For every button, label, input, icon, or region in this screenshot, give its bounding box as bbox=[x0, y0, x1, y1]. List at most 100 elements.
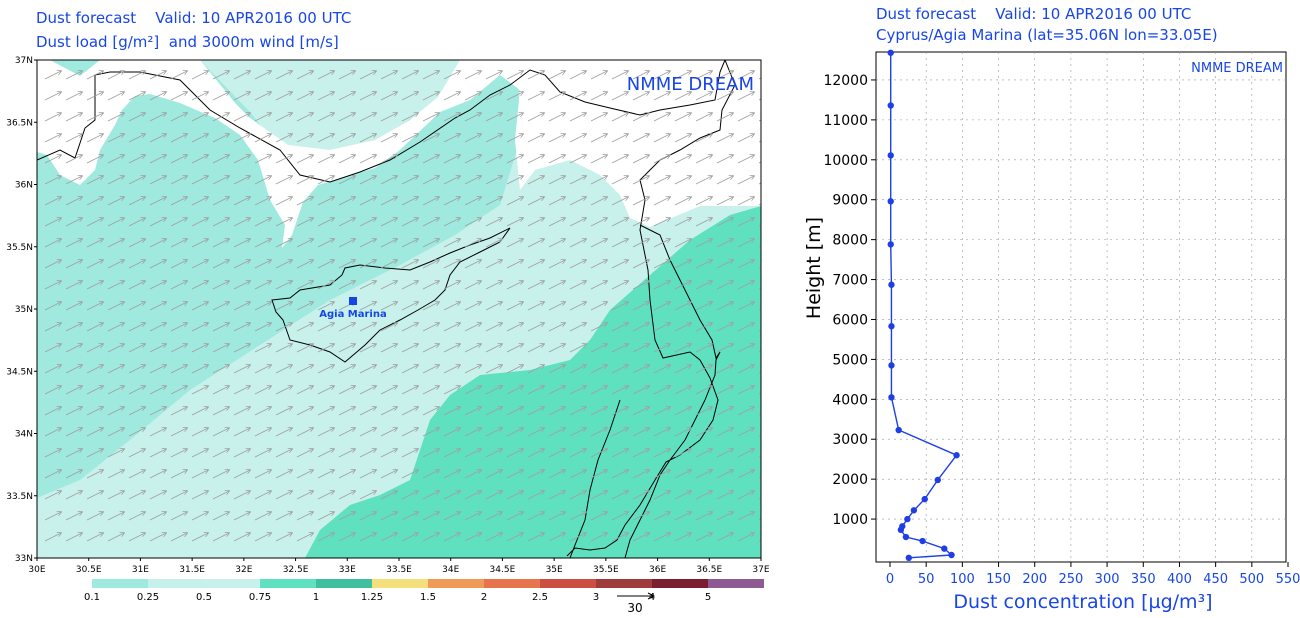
wind-arrow bbox=[611, 302, 628, 311]
wind-arrow bbox=[191, 92, 208, 101]
wind-arrow bbox=[422, 533, 439, 542]
wind-arrow bbox=[632, 71, 649, 80]
wind-arrow bbox=[212, 260, 229, 269]
wind-arrow bbox=[233, 428, 250, 437]
wind-arrow bbox=[737, 428, 754, 437]
wind-arrow bbox=[86, 218, 103, 227]
wind-arrow bbox=[695, 407, 712, 416]
wind-arrow bbox=[527, 449, 544, 458]
wind-arrow bbox=[149, 449, 166, 458]
wind-arrow bbox=[653, 176, 670, 185]
wind-arrow bbox=[695, 134, 712, 143]
wind-arrow bbox=[170, 218, 187, 227]
wind-arrow bbox=[317, 470, 334, 479]
wind-arrow bbox=[254, 281, 271, 290]
wind-arrow bbox=[590, 386, 607, 395]
wind-arrow bbox=[170, 134, 187, 143]
wind-arrow bbox=[191, 71, 208, 80]
wind-arrow bbox=[422, 155, 439, 164]
wind-arrow bbox=[611, 113, 628, 122]
wind-arrow bbox=[653, 470, 670, 479]
wind-arrow bbox=[590, 302, 607, 311]
wind-arrow bbox=[401, 281, 418, 290]
wind-arrow bbox=[317, 344, 334, 353]
wind-arrow bbox=[401, 428, 418, 437]
wind-arrow bbox=[107, 218, 124, 227]
wind-arrow bbox=[443, 176, 460, 185]
wind-arrow bbox=[128, 71, 145, 80]
wind-arrow bbox=[401, 218, 418, 227]
dust-profile-chart: 0 50 100 150 200 250 300 350 400 450 500 550 1000 20… bbox=[803, 49, 1300, 613]
wind-arrow bbox=[296, 218, 313, 227]
wind-arrow bbox=[107, 533, 124, 542]
wind-arrow bbox=[464, 134, 481, 143]
wind-arrow bbox=[317, 491, 334, 500]
wind-arrow bbox=[632, 92, 649, 101]
wind-arrow bbox=[317, 113, 334, 122]
wind-arrow bbox=[569, 302, 586, 311]
wind-arrow bbox=[149, 71, 166, 80]
colorbar-swatch bbox=[92, 579, 148, 588]
wind-arrow bbox=[44, 470, 61, 479]
wind-arrow bbox=[107, 344, 124, 353]
wind-arrow bbox=[674, 470, 691, 479]
wind-arrow bbox=[44, 155, 61, 164]
wind-arrow bbox=[548, 302, 565, 311]
wind-arrow bbox=[170, 197, 187, 206]
wind-arrow bbox=[422, 512, 439, 521]
wind-arrow bbox=[611, 365, 628, 374]
wind-arrow bbox=[212, 323, 229, 332]
wind-arrow bbox=[443, 449, 460, 458]
wind-arrow bbox=[149, 281, 166, 290]
wind-arrow bbox=[695, 323, 712, 332]
wind-arrow bbox=[632, 281, 649, 290]
wind-arrow bbox=[380, 449, 397, 458]
wind-arrow bbox=[212, 92, 229, 101]
profile-points bbox=[887, 49, 960, 562]
wind-arrow bbox=[506, 407, 523, 416]
wind-arrow bbox=[338, 134, 355, 143]
wind-arrow bbox=[632, 260, 649, 269]
wind-arrow bbox=[527, 218, 544, 227]
wind-arrow bbox=[338, 449, 355, 458]
profile-point bbox=[934, 476, 941, 484]
wind-arrow bbox=[149, 344, 166, 353]
lon-tick-label: 36E bbox=[649, 565, 666, 575]
wind-arrow bbox=[149, 260, 166, 269]
wind-arrow bbox=[170, 470, 187, 479]
wind-arrow bbox=[737, 365, 754, 374]
wind-arrow bbox=[44, 176, 61, 185]
lat-tick-label: 36.5N bbox=[6, 118, 33, 128]
wind-arrow bbox=[275, 323, 292, 332]
colorbar-label: 2.5 bbox=[532, 592, 548, 603]
wind-arrow bbox=[275, 512, 292, 521]
wind-arrow bbox=[695, 218, 712, 227]
wind-arrow bbox=[296, 239, 313, 248]
wind-arrow bbox=[737, 323, 754, 332]
wind-arrow bbox=[422, 71, 439, 80]
wind-arrow bbox=[380, 365, 397, 374]
wind-arrow bbox=[380, 260, 397, 269]
wind-arrow bbox=[380, 302, 397, 311]
wind-arrow bbox=[632, 113, 649, 122]
wind-arrow bbox=[254, 92, 271, 101]
wind-arrow bbox=[359, 470, 376, 479]
wind-arrow bbox=[359, 533, 376, 542]
wind-arrow bbox=[170, 386, 187, 395]
wind-arrow bbox=[464, 92, 481, 101]
profile-point bbox=[887, 152, 894, 159]
wind-arrow bbox=[380, 407, 397, 416]
wind-arrow bbox=[527, 323, 544, 332]
wind-arrow bbox=[128, 92, 145, 101]
profile-point bbox=[919, 537, 926, 545]
wind-arrow bbox=[569, 281, 586, 290]
station-label: Agia Marina bbox=[319, 309, 386, 320]
wind-arrow bbox=[590, 407, 607, 416]
wind-arrow bbox=[296, 71, 313, 80]
wind-arrow bbox=[653, 92, 670, 101]
wind-arrow bbox=[506, 71, 523, 80]
wind-arrow bbox=[170, 512, 187, 521]
wind-arrow bbox=[275, 92, 292, 101]
lon-tick-label: 35E bbox=[546, 565, 563, 575]
wind-arrow bbox=[212, 449, 229, 458]
